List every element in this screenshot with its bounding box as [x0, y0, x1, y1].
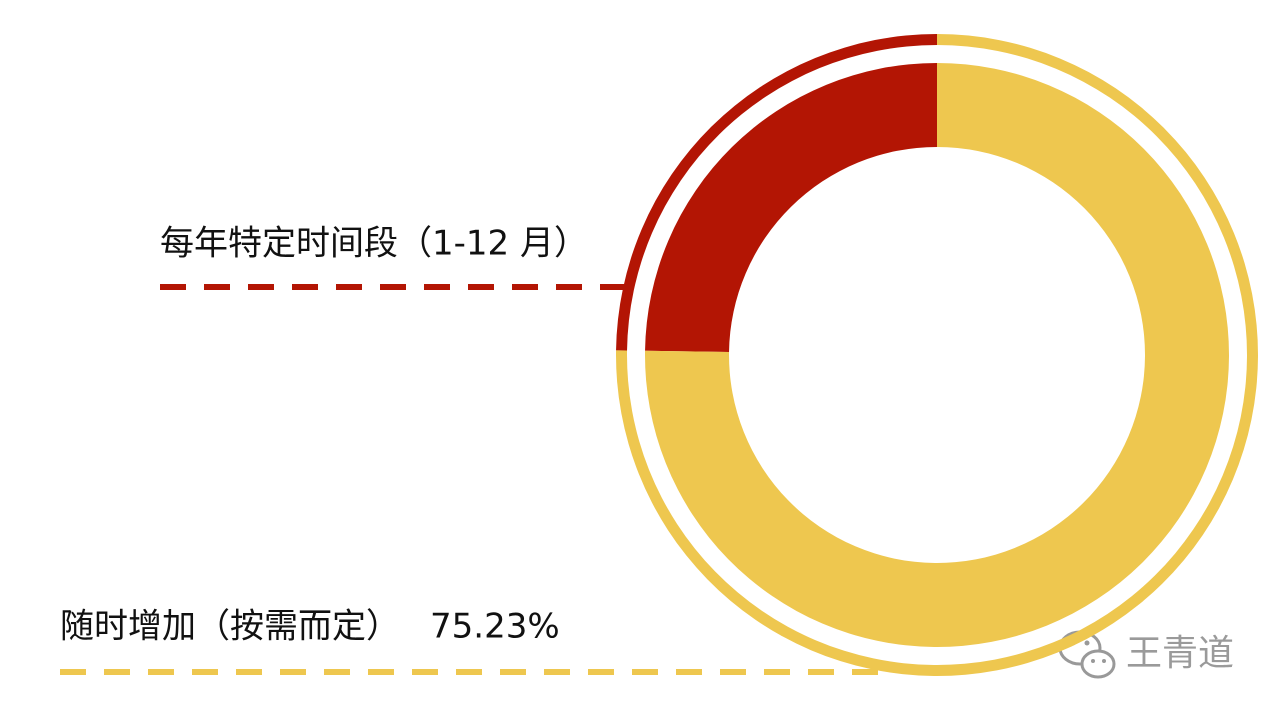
- watermark: 王青道: [1126, 633, 1234, 674]
- value-label: 75.23%: [430, 607, 560, 647]
- category-label: 每年特定时间段（1-12 月）: [160, 224, 588, 264]
- category-label: 随时增加（按需而定）: [60, 607, 400, 647]
- donut-segment: [645, 63, 937, 352]
